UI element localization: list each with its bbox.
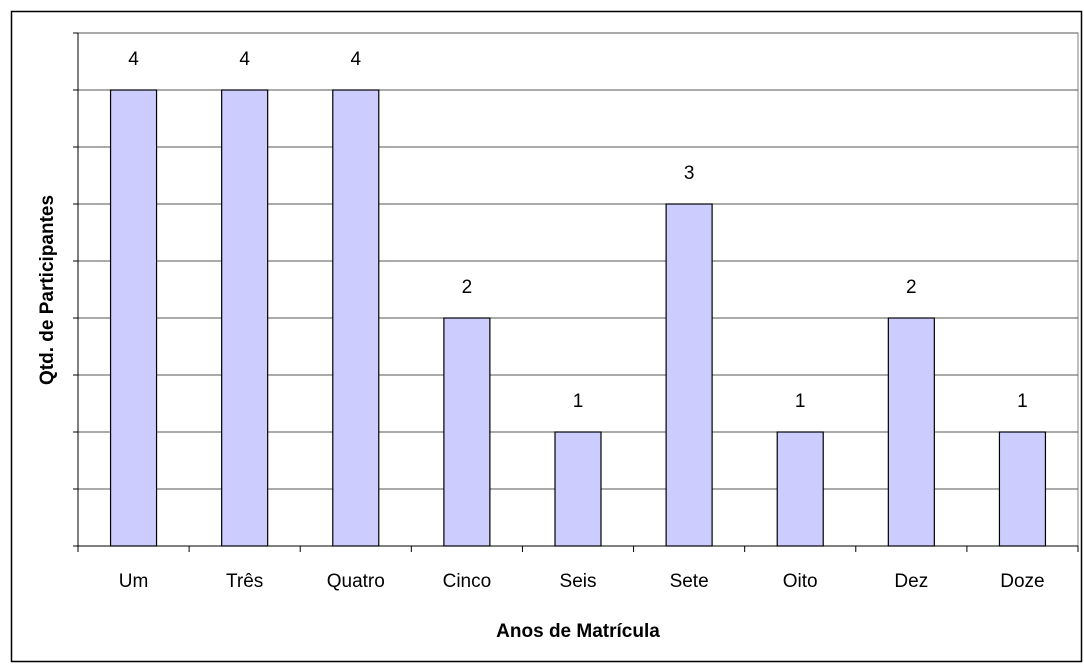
x-tick-label: Oito [783,571,818,592]
data-label: 4 [239,49,250,70]
data-label: 1 [795,391,806,412]
bar [443,317,491,547]
data-label: 1 [1017,391,1028,412]
bar [776,431,824,547]
bar [887,317,935,547]
data-label: 4 [350,49,361,70]
bar [221,89,269,547]
data-label: 2 [462,277,473,298]
data-label: 4 [128,49,139,70]
y-axis-title: Qtd. de Participantes [37,195,58,385]
x-tick-label: Quatro [327,571,385,592]
x-tick-label: Dez [894,571,928,592]
x-tick-label: Sete [670,571,709,592]
bar [109,89,158,547]
x-tick-label: Doze [1000,571,1044,592]
x-tick-label: Cinco [443,571,492,592]
bar [665,203,713,547]
x-tick-label: Três [226,571,263,592]
data-label: 1 [573,391,584,412]
x-axis-title: Anos de Matrícula [496,621,660,642]
x-tick-label: Um [119,571,149,592]
data-label: 3 [684,163,695,184]
bar [332,89,380,547]
data-label: 2 [906,277,917,298]
bar [998,431,1047,547]
bar [554,431,602,547]
x-tick-label: Seis [560,571,597,592]
